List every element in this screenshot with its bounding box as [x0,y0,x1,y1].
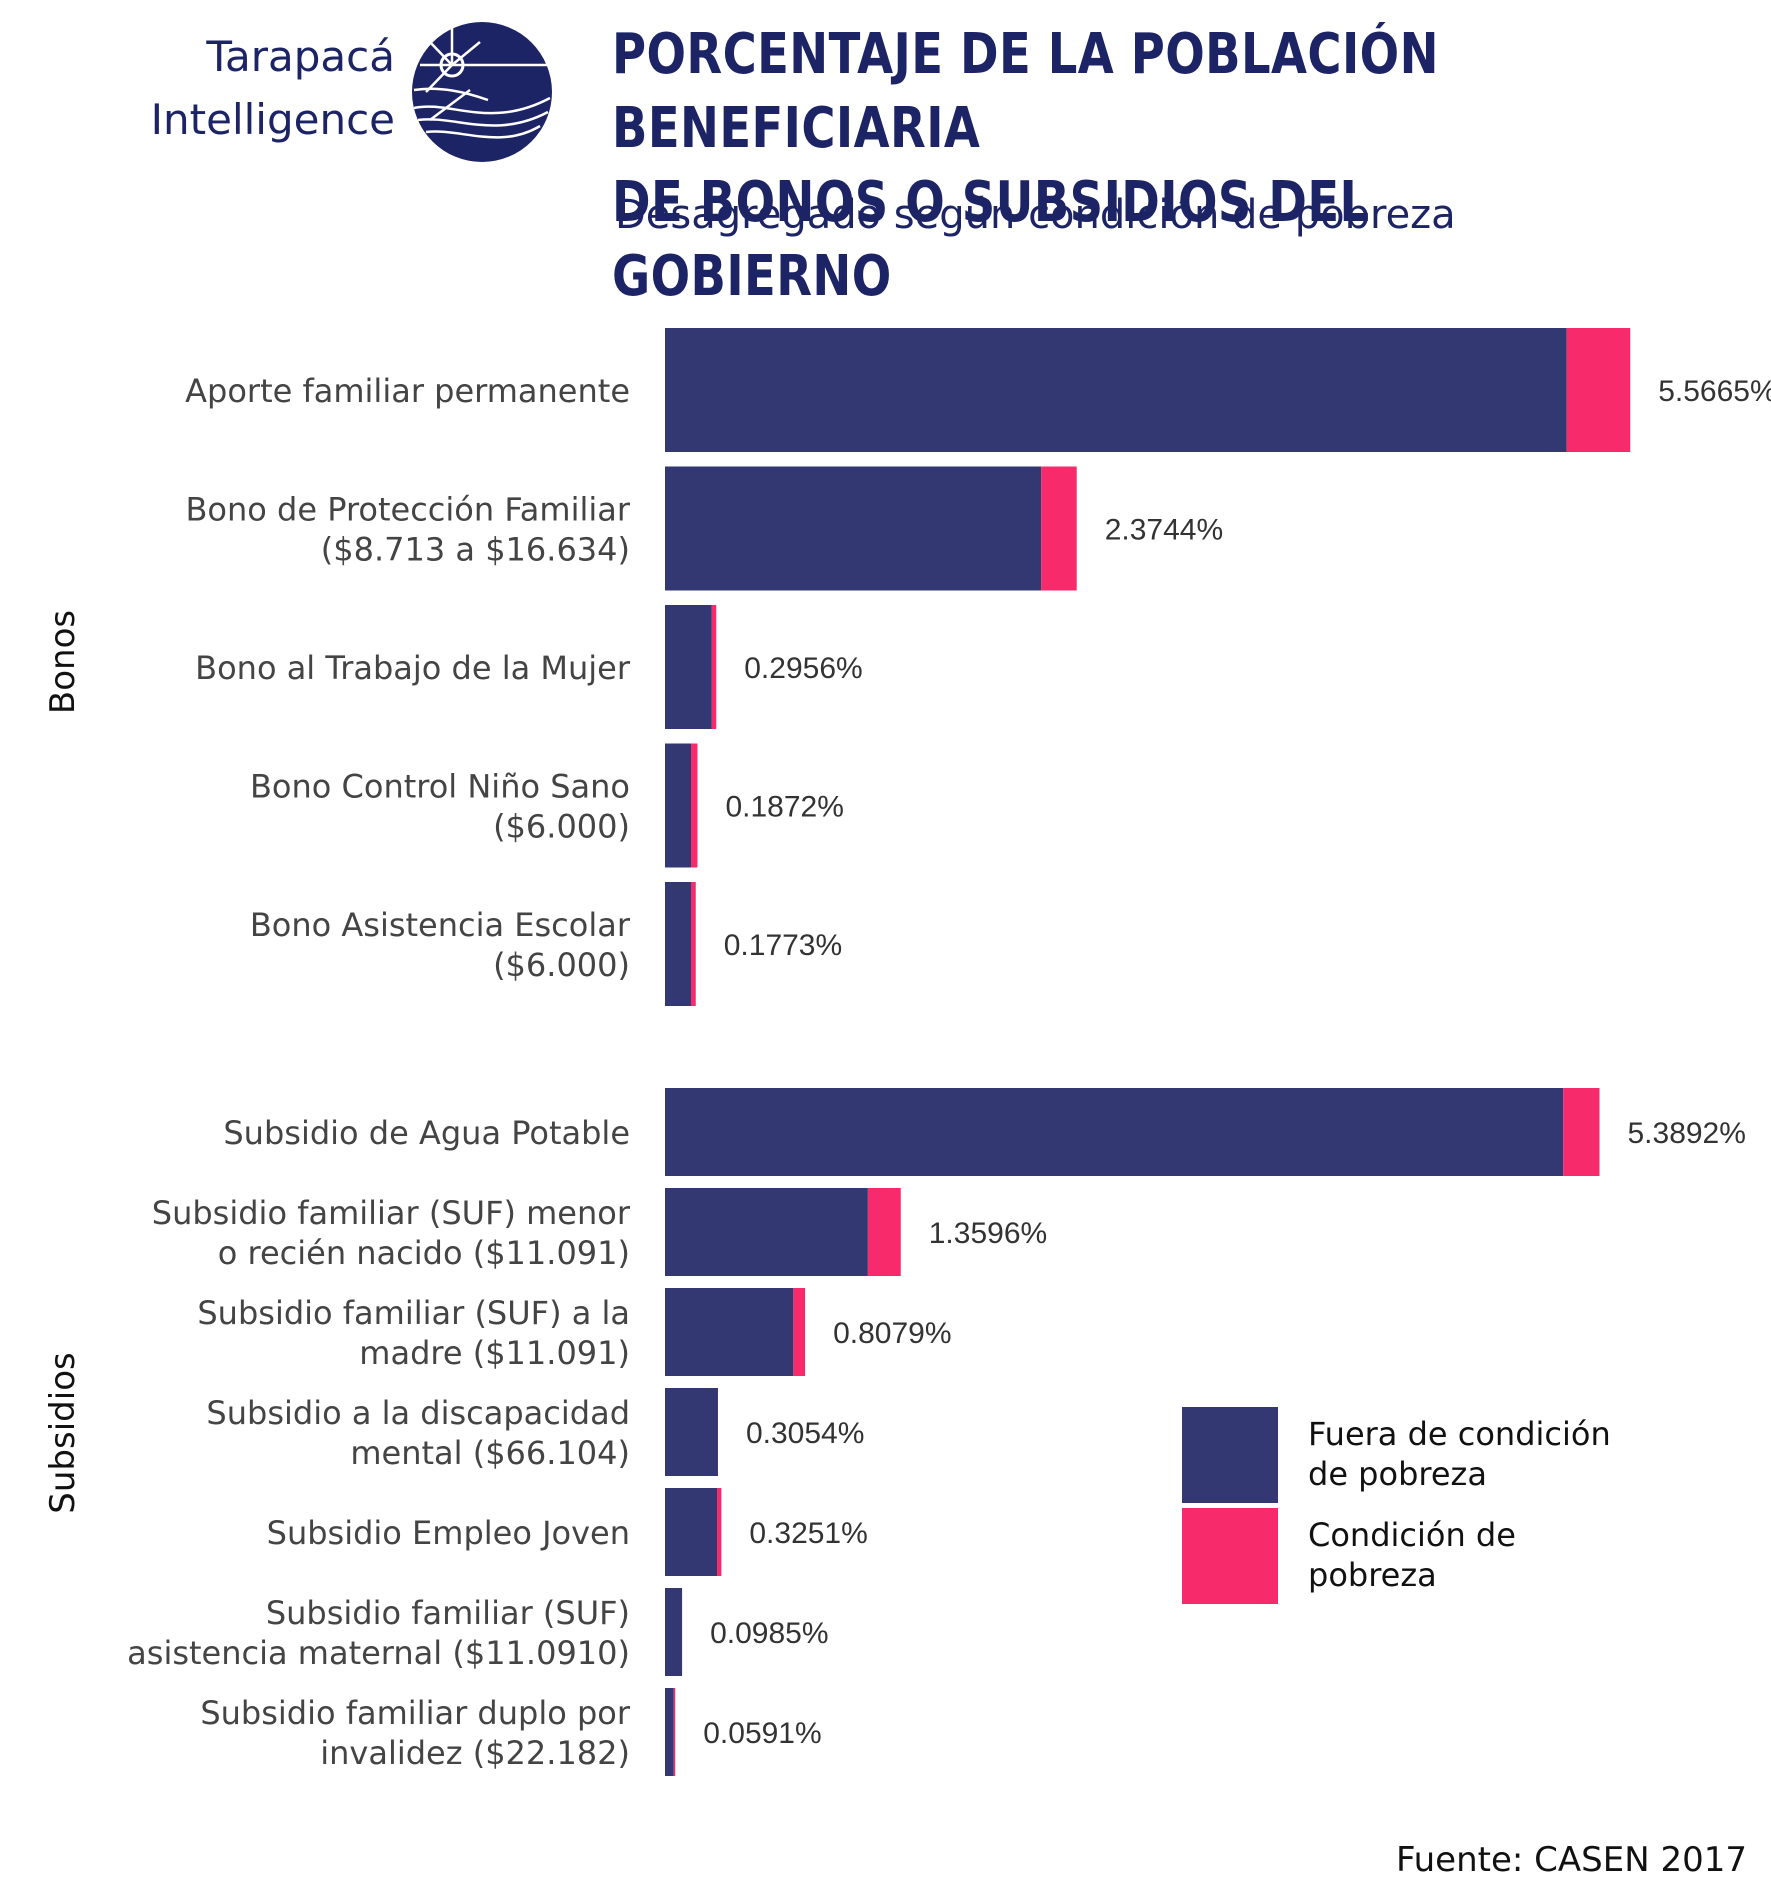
legend-label-1-0: Condición de [1308,1516,1516,1554]
category-label-1-1-1: o recién nacido ($11.091) [218,1234,630,1272]
group-label-subsidios: Subsidios [43,1352,83,1513]
data-label-0-2: 0.2956% [744,652,862,685]
data-label-1-3: 0.3054% [746,1417,864,1450]
bar-not-poor-1-1 [665,1188,868,1276]
data-label-1-1: 1.3596% [929,1217,1047,1250]
group-label-bonos: Bonos [43,610,83,714]
category-label-1-3-0: Subsidio a la discapacidad [206,1394,630,1432]
data-label-0-3: 0.1872% [725,791,843,824]
data-label-1-0: 5.3892% [1627,1117,1745,1150]
data-label-0-4: 0.1773% [724,929,842,962]
bar-poor-1-6 [673,1688,676,1776]
data-label-1-5: 0.0985% [710,1617,828,1650]
chart-title-line-1: PORCENTAJE DE LA POBLACIÓN BENEFICIARIA [612,22,1439,161]
bar-not-poor-0-2 [665,605,712,729]
legend-label-0-1: de pobreza [1308,1455,1487,1493]
data-label-0-1: 2.3744% [1105,514,1223,547]
bar-poor-1-4 [717,1488,722,1576]
category-label-1-6-0: Subsidio familiar duplo por [200,1694,631,1732]
sun-globe-logo-icon [412,22,552,162]
data-label-1-2: 0.8079% [833,1317,951,1350]
category-label-0-2-0: Bono al Trabajo de la Mujer [195,649,631,687]
bar-not-poor-0-0 [665,328,1567,452]
category-label-0-0-0: Aporte familiar permanente [185,372,630,410]
logo-text-tarapaca: Tarapacá [206,32,395,81]
category-label-0-4-0: Bono Asistencia Escolar [250,906,631,944]
category-label-0-3-1: ($6.000) [493,808,630,846]
category-label-1-5-1: asistencia maternal ($11.0910) [127,1634,630,1672]
bar-not-poor-0-3 [665,743,692,868]
category-label-1-4-0: Subsidio Empleo Joven [267,1514,630,1552]
logo-text-intelligence: Intelligence [150,95,395,144]
data-label-1-6: 0.0591% [703,1717,821,1750]
bar-poor-1-0 [1563,1088,1600,1176]
bar-not-poor-1-6 [665,1688,674,1776]
bar-poor-0-3 [691,743,698,868]
data-label-0-0: 5.5665% [1658,375,1771,408]
bar-not-poor-1-5 [665,1588,683,1676]
legend-swatch-0 [1182,1407,1278,1503]
chart-subtitle: Desagregado según condición de pobreza [615,192,1456,238]
category-label-0-1-1: ($8.713 a $16.634) [321,531,630,569]
bar-not-poor-1-3 [665,1388,718,1476]
category-label-1-1-0: Subsidio familiar (SUF) menor [152,1194,631,1232]
category-label-1-2-0: Subsidio familiar (SUF) a la [197,1294,630,1332]
category-label-1-0-0: Subsidio de Agua Potable [223,1114,630,1152]
bar-not-poor-1-0 [665,1088,1564,1176]
category-label-0-3-0: Bono Control Niño Sano [250,768,630,806]
category-label-1-2-1: madre ($11.091) [359,1334,630,1372]
legend-label-1-1: pobreza [1308,1556,1437,1594]
category-label-1-6-1: invalidez ($22.182) [320,1734,630,1772]
category-label-1-3-1: mental ($66.104) [350,1434,630,1472]
data-label-1-4: 0.3251% [749,1517,867,1550]
bar-not-poor-1-4 [665,1488,718,1576]
bar-poor-0-2 [711,605,717,729]
bar-not-poor-0-1 [665,466,1042,591]
bar-not-poor-0-4 [665,882,692,1006]
bar-poor-0-4 [691,882,696,1006]
bar-poor-0-0 [1566,328,1631,452]
legend-swatch-1 [1182,1508,1278,1604]
source-note: Fuente: CASEN 2017 [1395,1840,1747,1880]
category-label-0-1-0: Bono de Protección Familiar [185,491,630,529]
legend-label-0-0: Fuera de condición [1308,1415,1611,1453]
category-label-1-5-0: Subsidio familiar (SUF) [266,1594,630,1632]
chart-title-line-2: DE BONOS O SUBSIDIOS DEL GOBIERNO [612,170,1370,309]
chart-title: PORCENTAJE DE LA POBLACIÓN BENEFICIARIA … [612,18,1567,314]
bar-poor-0-1 [1041,466,1077,591]
bar-poor-1-2 [793,1288,806,1376]
category-label-0-4-1: ($6.000) [493,946,630,984]
bar-poor-1-1 [867,1188,901,1276]
bar-not-poor-1-2 [665,1288,794,1376]
logo: Tarapacá Intelligence [115,20,565,165]
